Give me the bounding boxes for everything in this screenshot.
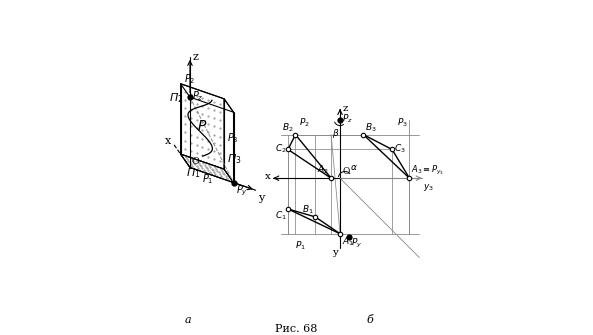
Text: б: б (367, 315, 374, 325)
Text: y: y (258, 193, 264, 203)
Text: x: x (165, 136, 171, 146)
Text: $B_1$: $B_1$ (302, 203, 314, 215)
Text: $A_3{\equiv}P_{y_3}$: $A_3{\equiv}P_{y_3}$ (411, 163, 444, 177)
Text: $P_1$: $P_1$ (295, 240, 306, 252)
Text: Рис. 68: Рис. 68 (275, 324, 318, 334)
Text: $P$: $P$ (197, 120, 208, 133)
Text: $y_3$: $y_3$ (423, 182, 434, 193)
Text: $P_z$: $P_z$ (342, 113, 353, 125)
Polygon shape (224, 99, 234, 183)
Text: $P_1$: $P_1$ (202, 173, 213, 187)
Text: $P_y$: $P_y$ (351, 238, 362, 251)
Text: $C_1$: $C_1$ (275, 210, 286, 222)
Text: $B_2$: $B_2$ (282, 121, 294, 134)
Text: O: O (192, 157, 200, 166)
Polygon shape (181, 154, 234, 183)
Text: $C_2$: $C_2$ (275, 142, 286, 155)
Text: y: y (332, 248, 338, 257)
Text: $P_2$: $P_2$ (299, 116, 310, 129)
Text: $C_3$: $C_3$ (394, 142, 406, 155)
Text: $B_3$: $B_3$ (365, 121, 377, 134)
Text: O: O (342, 167, 349, 176)
Text: z: z (343, 104, 348, 113)
Text: $P_y$: $P_y$ (235, 184, 247, 198)
Text: а: а (184, 315, 191, 325)
Text: $P_3$: $P_3$ (227, 131, 238, 145)
Text: $P_z$: $P_z$ (192, 89, 204, 103)
Polygon shape (181, 84, 224, 169)
Text: x: x (264, 172, 270, 181)
Text: z: z (193, 52, 199, 62)
Text: $\beta$: $\beta$ (332, 127, 340, 140)
Text: $A_1$: $A_1$ (342, 236, 354, 248)
Text: $\alpha$: $\alpha$ (350, 163, 358, 172)
Text: $П_2$: $П_2$ (169, 91, 184, 105)
Text: $A_2$: $A_2$ (317, 164, 329, 176)
Text: $P_3$: $P_3$ (397, 116, 408, 129)
Text: $П_3$: $П_3$ (228, 152, 242, 166)
Text: $П_1$: $П_1$ (186, 166, 200, 180)
Text: $P_2$: $P_2$ (184, 72, 196, 86)
